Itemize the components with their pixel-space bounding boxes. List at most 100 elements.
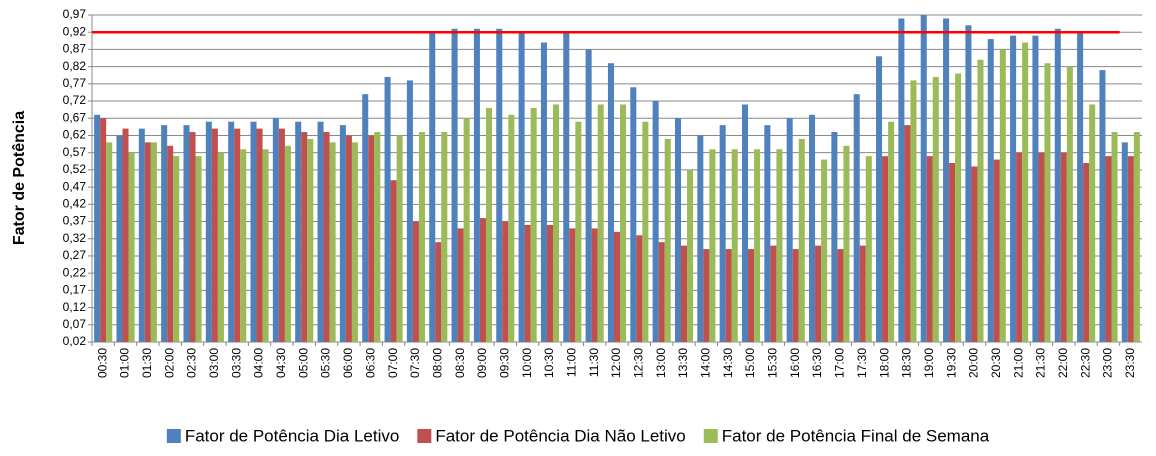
bar: [965, 25, 972, 342]
bar: [250, 121, 257, 342]
x-tick-label: 21:00: [1011, 348, 1025, 378]
bar: [652, 101, 659, 342]
y-tick-label: 0,62: [63, 128, 87, 142]
bar: [429, 32, 436, 343]
x-tick-label: 05:30: [319, 348, 333, 378]
bar: [457, 228, 464, 342]
bar: [228, 121, 235, 342]
bar: [150, 142, 157, 342]
bar: [955, 73, 962, 342]
bar: [368, 135, 375, 342]
bar: [323, 132, 330, 342]
x-tick-label: 09:30: [497, 348, 511, 378]
x-tick-label: 04:30: [274, 348, 288, 378]
y-tick-label: 0,52: [63, 162, 87, 176]
bar: [138, 128, 145, 342]
bar: [831, 132, 838, 342]
x-tick-label: 11:30: [587, 348, 601, 377]
bar: [1083, 163, 1090, 342]
bar: [636, 235, 643, 342]
x-tick-label: 16:00: [788, 348, 802, 378]
bar: [563, 32, 570, 343]
y-tick-label: 0,17: [63, 283, 87, 297]
y-tick-label: 0,22: [63, 265, 87, 279]
y-tick-label: 0,32: [63, 231, 87, 245]
bar: [910, 80, 917, 343]
bar: [272, 118, 279, 343]
bar: [748, 249, 755, 342]
bar: [278, 128, 285, 342]
bar: [575, 121, 582, 342]
bar: [1010, 35, 1017, 343]
x-tick-label: 12:30: [632, 348, 646, 378]
bar: [1099, 70, 1106, 343]
bar: [597, 104, 604, 342]
bar: [776, 149, 783, 342]
bar: [485, 107, 493, 342]
bar: [754, 149, 761, 342]
bar: [591, 228, 598, 342]
x-tick-label: 02:30: [185, 348, 199, 378]
bar: [821, 159, 828, 342]
y-tick-label: 0,57: [63, 145, 87, 159]
bar: [435, 242, 442, 342]
legend-swatch: [417, 429, 432, 443]
x-tick-label: 01:30: [140, 348, 154, 378]
bar: [262, 149, 269, 342]
bar: [607, 63, 614, 342]
x-tick-label: 23:30: [1123, 348, 1137, 378]
bar: [697, 135, 704, 342]
bar: [987, 39, 994, 343]
bar: [569, 228, 576, 342]
bar: [888, 121, 895, 342]
y-tick-label: 0,07: [63, 317, 87, 331]
bar: [100, 118, 107, 343]
legend-label: Fator de Potência Dia Letivo: [185, 426, 400, 445]
bar: [687, 169, 694, 342]
bar: [1105, 156, 1112, 342]
bar: [339, 125, 346, 342]
y-tick-label: 0,97: [63, 7, 87, 21]
bar: [865, 156, 872, 342]
x-tick-label: 06:00: [341, 348, 355, 378]
bar: [1038, 152, 1045, 342]
legend-label: Fator de Potência Dia Não Letivo: [435, 426, 685, 445]
x-tick-label: 21:30: [1034, 348, 1048, 378]
bar: [1044, 63, 1051, 342]
x-tick-label: 18:00: [877, 348, 891, 378]
bar: [999, 49, 1006, 342]
bar: [1016, 152, 1023, 342]
x-tick-label: 20:30: [989, 348, 1003, 378]
y-tick-label: 0,92: [63, 24, 87, 38]
bar: [195, 156, 202, 342]
x-tick-label: 05:00: [296, 348, 310, 378]
bar: [664, 138, 671, 342]
y-tick-label: 0,02: [63, 334, 87, 348]
bar: [451, 28, 458, 342]
x-tick-label: 22:30: [1078, 348, 1092, 378]
bar: [585, 49, 592, 342]
bar: [1060, 152, 1067, 342]
x-tick-label: 17:30: [855, 348, 869, 378]
bar: [441, 132, 448, 342]
bar: [853, 94, 860, 342]
x-tick-label: 08:00: [430, 348, 444, 378]
bar: [1121, 142, 1128, 342]
bar: [390, 180, 397, 342]
y-tick-label: 0,42: [63, 196, 87, 210]
x-tick-label: 20:00: [967, 348, 981, 378]
bar: [904, 125, 911, 342]
bar: [703, 249, 710, 342]
bar: [217, 152, 224, 342]
x-tick-label: 14:00: [699, 348, 713, 378]
bar: [1077, 32, 1084, 343]
x-tick-label: 10:30: [542, 348, 556, 378]
bar: [307, 138, 314, 342]
x-tick-label: 16:30: [810, 348, 824, 378]
bar: [546, 224, 553, 342]
bar: [106, 142, 113, 342]
bar: [630, 87, 637, 342]
bar: [351, 142, 358, 342]
bar: [144, 142, 151, 342]
bar: [681, 245, 688, 342]
